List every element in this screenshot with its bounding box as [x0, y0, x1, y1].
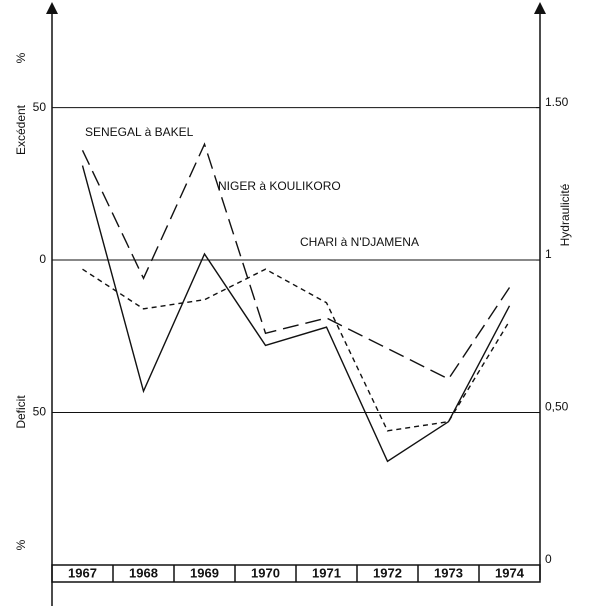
y-label-bottom: Deficit: [14, 395, 28, 429]
y-unit: %: [14, 52, 28, 63]
y2-tick-label: 0,50: [545, 400, 569, 414]
y-label-top: Excédent: [14, 104, 28, 155]
series-label: NIGER à KOULIKORO: [218, 179, 341, 193]
series-label: SENEGAL à BAKEL: [85, 125, 194, 139]
x-tick-label: 1968: [129, 565, 158, 580]
y2-tick-label: 0: [545, 552, 552, 566]
x-tick-label: 1969: [190, 565, 219, 580]
series-line: [81, 165, 511, 463]
x-tick-label: 1973: [434, 565, 463, 580]
y-tick-label: 0: [39, 252, 46, 266]
x-tick-label: 1971: [312, 565, 341, 580]
y2-label: Hydraulicité: [558, 183, 572, 246]
x-tick-label: 1972: [373, 565, 402, 580]
y-tick-label: 50: [33, 405, 47, 419]
x-tick-label: 1967: [68, 565, 97, 580]
x-tick-label: 1970: [251, 565, 280, 580]
y2-tick-label: 1: [545, 247, 552, 261]
y-unit: %: [14, 539, 28, 550]
y-tick-label: 50: [33, 100, 47, 114]
y2-tick-label: 1.50: [545, 95, 569, 109]
x-tick-label: 1974: [495, 565, 525, 580]
series-line: [81, 142, 511, 380]
series-line: [82, 268, 511, 432]
series-label: CHARI à N'DJAMENA: [300, 235, 419, 249]
